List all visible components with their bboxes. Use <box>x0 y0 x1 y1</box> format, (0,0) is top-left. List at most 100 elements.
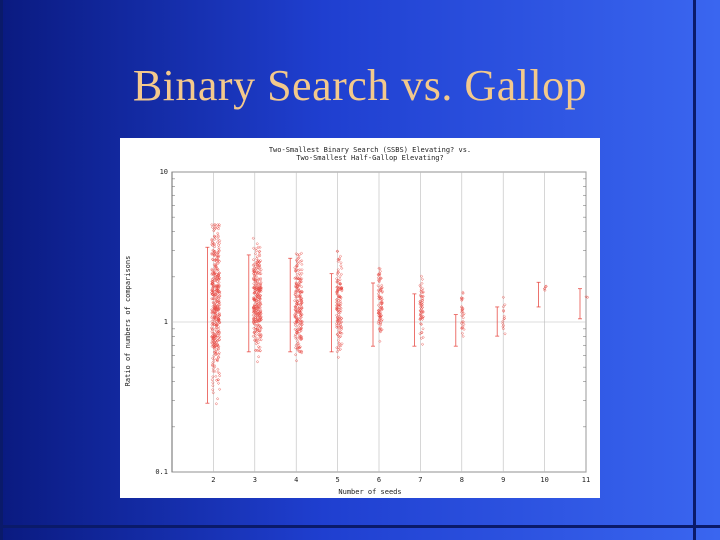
data-point: ◇ <box>214 335 217 341</box>
data-point: ◇ <box>377 319 380 325</box>
data-point: ◇ <box>460 298 463 304</box>
data-point: ◇ <box>299 276 302 282</box>
data-point: ◇ <box>294 315 297 321</box>
data-point: ◇ <box>253 338 256 344</box>
data-point: ◇ <box>259 281 262 287</box>
data-point: ◇ <box>462 327 465 333</box>
data-point: ◇ <box>378 317 381 323</box>
data-point: ◇ <box>214 318 217 324</box>
data-point: ◇ <box>215 284 218 290</box>
data-point: ◇ <box>543 287 546 293</box>
data-point: ◇ <box>214 307 217 313</box>
data-point: ◇ <box>213 250 216 256</box>
data-point: ◇ <box>215 319 218 325</box>
data-point: ◇ <box>339 294 342 300</box>
data-point: ◇ <box>294 333 297 339</box>
data-point: ◇ <box>213 269 216 275</box>
data-point: ◇ <box>252 281 255 287</box>
data-point: ◇ <box>258 283 261 289</box>
x-tick-label: 4 <box>294 476 298 484</box>
data-point: ◇ <box>377 291 380 297</box>
data-point: ◇ <box>214 373 217 379</box>
data-point: ◇ <box>254 278 257 284</box>
data-point: ◇ <box>260 333 263 339</box>
data-point: ◇ <box>301 289 304 295</box>
data-point: ◇ <box>257 304 260 310</box>
data-point: ◇ <box>215 343 218 349</box>
data-point: ◇ <box>380 275 383 281</box>
data-point: ◇ <box>296 308 299 314</box>
data-point: ◇ <box>213 236 216 242</box>
data-point: ◇ <box>210 334 213 340</box>
data-point: ◇ <box>217 317 220 323</box>
data-point: ◇ <box>256 292 259 298</box>
data-point: ◇ <box>296 283 299 289</box>
data-point: ◇ <box>218 240 221 246</box>
data-point: ◇ <box>218 337 221 343</box>
data-point: ◇ <box>213 305 216 311</box>
data-point: ◇ <box>336 279 339 285</box>
data-point: ◇ <box>254 319 257 325</box>
data-point: ◇ <box>296 326 299 332</box>
data-point: ◇ <box>254 312 257 318</box>
data-point: ◇ <box>336 332 339 338</box>
data-point: ◇ <box>295 343 298 349</box>
data-point: ◇ <box>379 315 382 321</box>
data-point: ◇ <box>259 345 262 351</box>
data-point: ◇ <box>258 253 261 259</box>
data-point: ◇ <box>297 305 300 311</box>
data-point: ◇ <box>210 310 213 316</box>
data-point: ◇ <box>381 317 384 323</box>
data-point: ◇ <box>254 306 257 312</box>
data-point: ◇ <box>252 245 255 251</box>
data-point: ◇ <box>218 275 221 281</box>
data-point: ◇ <box>336 287 339 293</box>
data-point: ◇ <box>297 316 300 322</box>
data-point: ◇ <box>336 332 339 338</box>
data-point: ◇ <box>253 289 256 295</box>
data-point: ◇ <box>217 327 220 333</box>
data-point: ◇ <box>259 296 262 302</box>
data-point: ◇ <box>259 301 262 307</box>
data-point: ◇ <box>256 241 259 247</box>
data-point: ◇ <box>213 334 216 340</box>
data-point: ◇ <box>421 302 424 308</box>
data-point: ◇ <box>213 313 216 319</box>
data-point: ◇ <box>259 348 262 354</box>
data-point: ◇ <box>294 292 297 298</box>
data-point: ◇ <box>257 340 260 346</box>
data-point: ◇ <box>210 272 213 278</box>
data-point: ◇ <box>336 317 339 323</box>
data-point: ◇ <box>294 326 297 332</box>
data-point: ◇ <box>421 294 424 300</box>
data-point: ◇ <box>336 315 339 321</box>
data-point: ◇ <box>294 322 297 328</box>
data-point: ◇ <box>297 341 300 347</box>
data-point: ◇ <box>218 293 221 299</box>
data-point: ◇ <box>420 273 423 279</box>
data-point: ◇ <box>337 347 340 353</box>
data-point: ◇ <box>211 286 214 292</box>
data-point: ◇ <box>380 286 383 292</box>
data-point: ◇ <box>460 307 463 313</box>
data-point: ◇ <box>420 321 423 327</box>
data-point: ◇ <box>298 288 301 294</box>
data-point: ◇ <box>217 254 220 260</box>
data-point: ◇ <box>254 287 257 293</box>
data-point: ◇ <box>336 291 339 297</box>
data-point: ◇ <box>340 319 343 325</box>
data-point: ◇ <box>300 319 303 325</box>
data-point: ◇ <box>216 260 219 266</box>
data-point: ◇ <box>295 317 298 323</box>
data-point: ◇ <box>295 329 298 335</box>
data-point: ◇ <box>294 308 297 314</box>
data-point: ◇ <box>337 307 340 313</box>
data-point: ◇ <box>299 292 302 298</box>
data-point: ◇ <box>300 308 303 314</box>
data-point: ◇ <box>215 276 218 282</box>
data-point: ◇ <box>295 285 298 291</box>
data-point: ◇ <box>294 291 297 297</box>
data-point: ◇ <box>422 293 425 299</box>
data-point: ◇ <box>212 321 215 327</box>
data-point: ◇ <box>257 289 260 295</box>
